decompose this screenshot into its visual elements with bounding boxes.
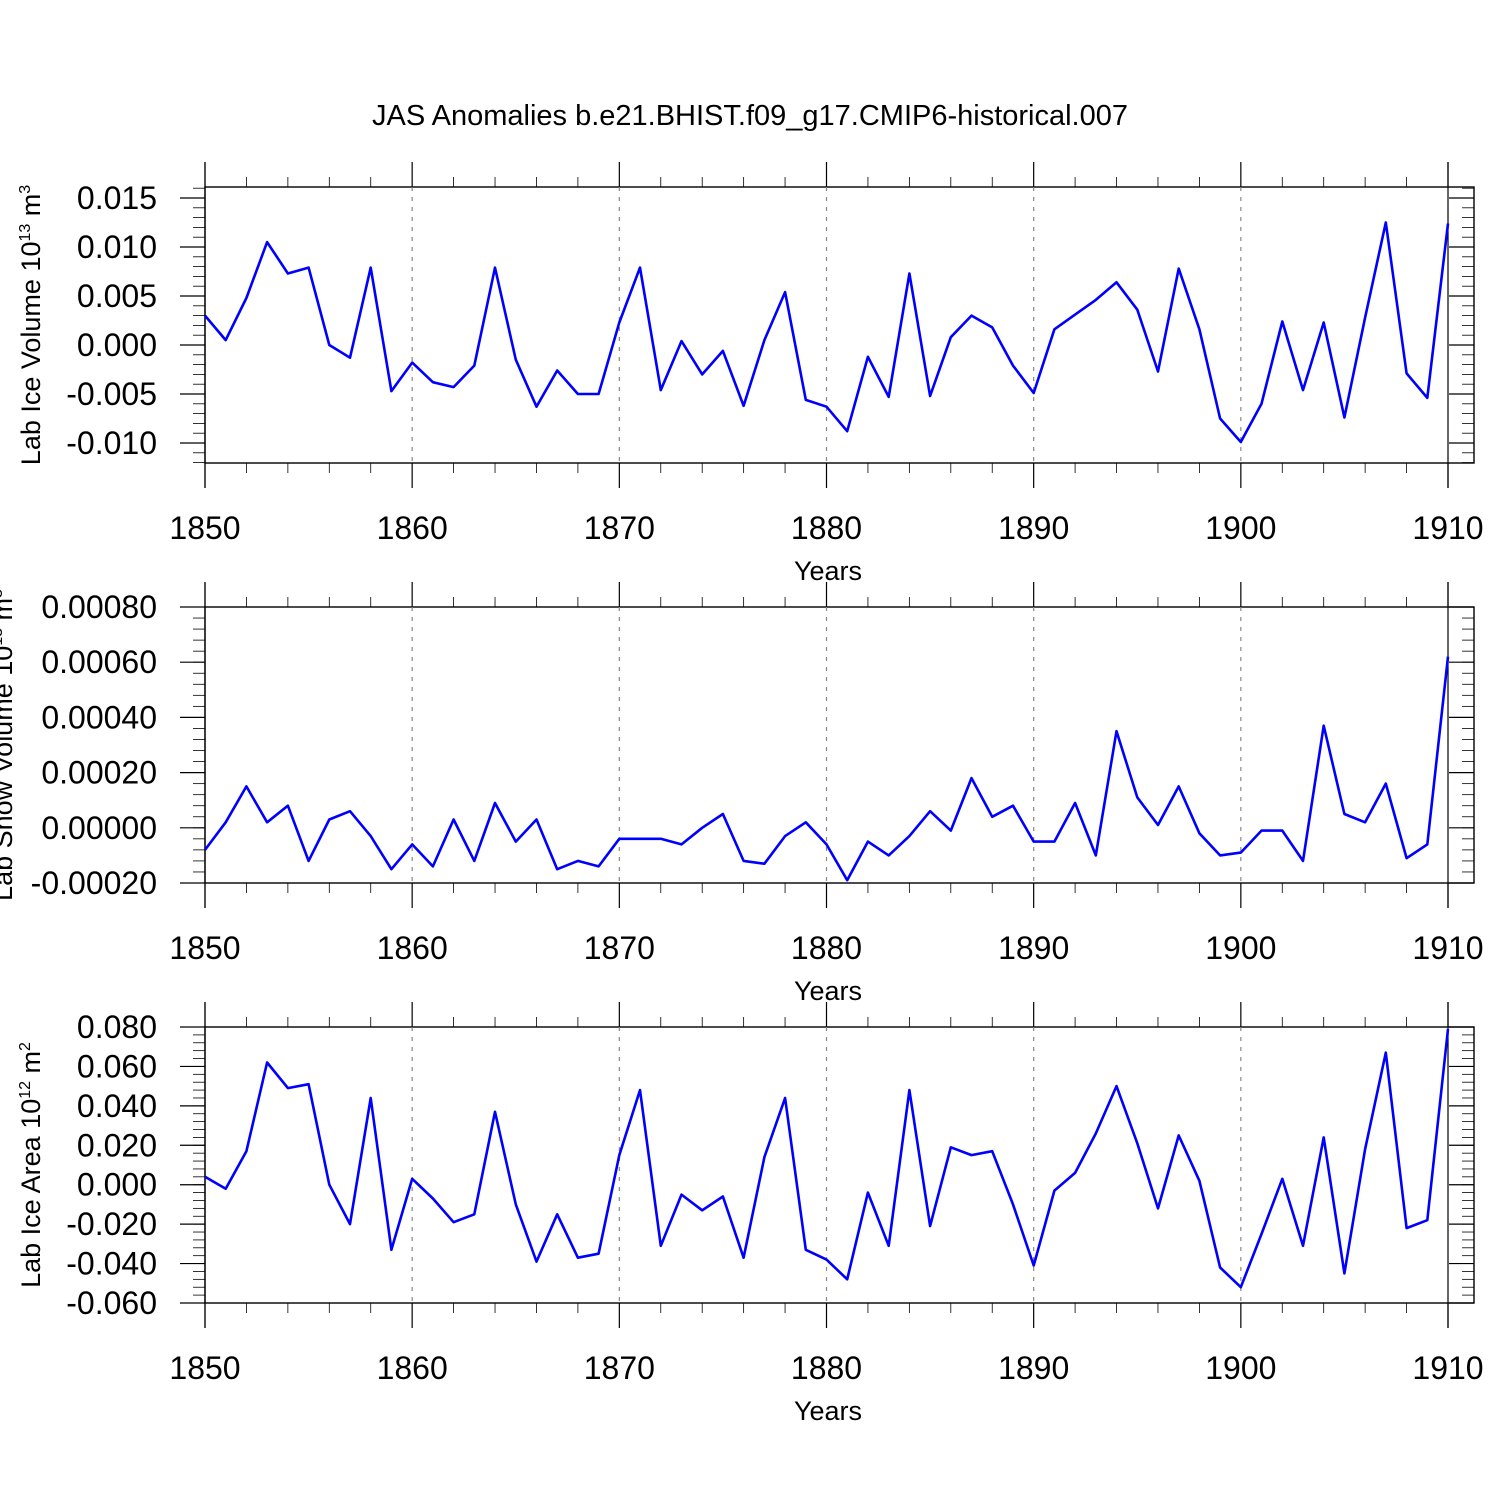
- x-tick-label: 1870: [584, 510, 655, 546]
- series-line-lab-ice-volume: [204, 221, 1450, 444]
- plot-frame: [204, 1026, 1475, 1304]
- x-tick-label: 1890: [998, 1350, 1069, 1386]
- y-axis-label: Lab Ice Volume 1013 m3: [16, 185, 46, 465]
- x-tick-label: 1890: [998, 510, 1069, 546]
- x-tick-label: 1910: [1412, 930, 1483, 966]
- y-axis-label: Lab Ice Area 1012 m2: [16, 1042, 46, 1288]
- x-axis-label: Years: [794, 1396, 862, 1426]
- x-tick-label: 1860: [377, 1350, 448, 1386]
- y-tick-label: -0.060: [66, 1285, 157, 1321]
- y-tick-label: 0.005: [77, 278, 157, 314]
- y-tick-label: 0.000: [77, 1167, 157, 1203]
- y-tick-label: 0.00020: [41, 755, 157, 791]
- y-tick-label: -0.005: [66, 376, 157, 412]
- y-tick-label: 0.020: [77, 1127, 157, 1163]
- chart-title: JAS Anomalies b.e21.BHIST.f09_g17.CMIP6-…: [372, 100, 1128, 132]
- y-tick-label: 0.000: [77, 327, 157, 363]
- panel-2: 1850 1860 1870 1880 1890 1900 1910 0.00080 0.000…: [0, 582, 1484, 1006]
- y-tick-label: 0.00080: [41, 589, 157, 625]
- y-tick-label: 0.010: [77, 229, 157, 265]
- x-tick-label: 1880: [791, 1350, 862, 1386]
- y-tick-label: 0.00060: [41, 644, 157, 680]
- y-tick-label: 0.040: [77, 1088, 157, 1124]
- y-tick-label: -0.010: [66, 425, 157, 461]
- y-tick-label: 0.080: [77, 1009, 157, 1045]
- x-tick-label: 1850: [169, 1350, 240, 1386]
- x-tick-label: 1880: [791, 930, 862, 966]
- x-tick-label: 1890: [998, 930, 1069, 966]
- plot-frame: [204, 606, 1475, 884]
- x-tick-label: 1860: [377, 930, 448, 966]
- x-tick-label: 1900: [1205, 930, 1276, 966]
- x-tick-label: 1900: [1205, 1350, 1276, 1386]
- x-tick-label: 1900: [1205, 510, 1276, 546]
- x-tick-label: 1870: [584, 1350, 655, 1386]
- panel-1: 1850 1860 1870 1880 1890 1900 1910 0.015 0.010 0.…: [16, 162, 1484, 586]
- y-tick-label: -0.040: [66, 1246, 157, 1282]
- series-line-lab-snow-volume: [203, 656, 1450, 882]
- series-line-lab-ice-area: [204, 1028, 1450, 1289]
- y-tick-label: -0.020: [66, 1206, 157, 1242]
- x-axis-label: Years: [794, 976, 862, 1006]
- y-tick-label: -0.00020: [31, 865, 157, 901]
- x-tick-label: 1910: [1412, 1350, 1483, 1386]
- y-axis-label: Lab Snow Volume 1013 m3: [0, 589, 18, 901]
- x-tick-label: 1870: [584, 930, 655, 966]
- x-tick-label: 1860: [377, 510, 448, 546]
- y-tick-label: 0.00040: [41, 699, 157, 735]
- x-tick-label: 1850: [169, 510, 240, 546]
- x-axis-label: Years: [794, 556, 862, 586]
- x-tick-label: 1880: [791, 510, 862, 546]
- y-tick-label: 0.00000: [41, 810, 157, 846]
- y-tick-label: 0.015: [77, 180, 157, 216]
- y-tick-label: 0.060: [77, 1048, 157, 1084]
- x-tick-label: 1910: [1412, 510, 1483, 546]
- x-tick-label: 1850: [169, 930, 240, 966]
